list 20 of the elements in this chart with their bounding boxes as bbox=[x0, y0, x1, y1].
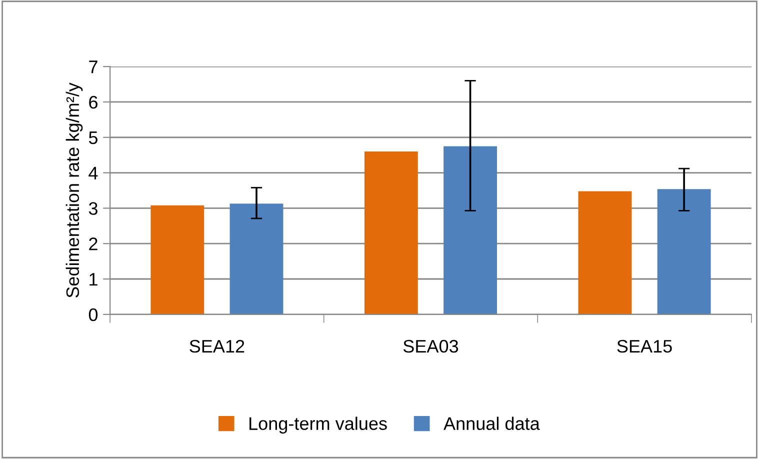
y-tick-label: 6 bbox=[89, 96, 98, 109]
bar bbox=[444, 146, 498, 314]
x-tick-label: SEA12 bbox=[190, 340, 244, 353]
y-tick-label: 0 bbox=[88, 308, 98, 322]
x-tick-label: SEA03 bbox=[403, 340, 458, 353]
bar bbox=[578, 191, 632, 314]
legend-label: Long-term values bbox=[250, 416, 387, 434]
bar bbox=[150, 205, 204, 314]
legend-label: Annual data bbox=[444, 416, 540, 430]
bar bbox=[364, 152, 418, 314]
y-axis-title: Sedimentation rate kg/m²/y bbox=[66, 82, 83, 298]
y-tick-label: 7 bbox=[89, 60, 98, 74]
y-tick-label: 4 bbox=[88, 166, 98, 180]
bar bbox=[230, 204, 284, 314]
y-tick-label: 1 bbox=[90, 273, 98, 286]
y-tick-label: 3 bbox=[88, 202, 98, 215]
y-tick-label: 2 bbox=[89, 238, 98, 250]
x-tick-label: SEA15 bbox=[617, 340, 672, 353]
bar bbox=[657, 189, 711, 314]
y-tick-label: 5 bbox=[88, 131, 98, 144]
